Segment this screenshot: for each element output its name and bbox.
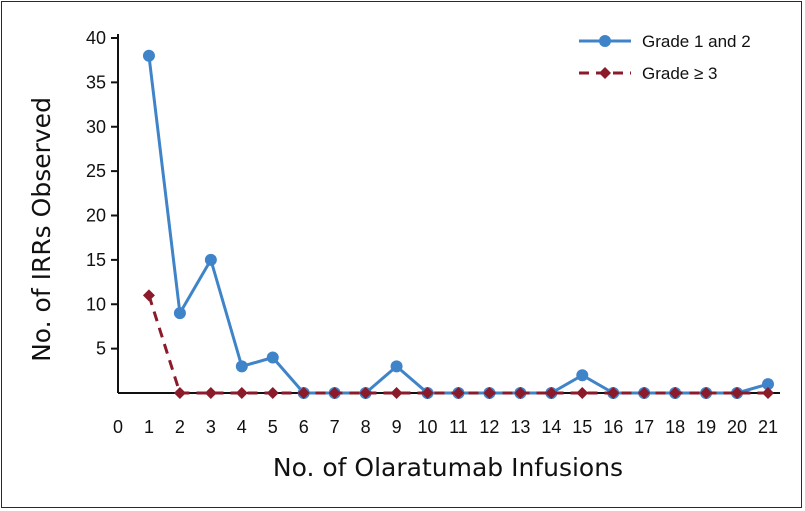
x-tick-label: 14: [541, 417, 561, 437]
data-point-circle: [762, 378, 774, 391]
x-tick-label: 15: [572, 417, 592, 437]
x-tick-label: 10: [418, 417, 438, 437]
y-tick-label: 40: [86, 28, 106, 48]
x-tick-label: 12: [479, 417, 499, 437]
x-tick-label: 5: [268, 417, 278, 437]
data-point-circle: [266, 351, 279, 364]
data-point-circle: [390, 360, 403, 373]
y-tick-label: 20: [86, 206, 106, 226]
data-point-diamond: [421, 387, 434, 399]
y-axis-title: No. of IRRs Observed: [27, 97, 56, 362]
x-tick-label: 21: [758, 417, 778, 437]
axes: [117, 34, 780, 394]
x-tick-label: 18: [665, 417, 685, 437]
data-point-diamond: [638, 387, 651, 399]
y-tick-label: 30: [86, 117, 106, 137]
data-point-diamond: [731, 387, 744, 399]
x-tick-label: 17: [634, 417, 654, 437]
y-tick-label: 5: [96, 339, 106, 359]
y-tick-label: 10: [86, 294, 106, 314]
data-point-diamond: [328, 387, 341, 399]
legend-label: Grade 1 and 2: [642, 32, 751, 51]
data-point-circle: [235, 360, 248, 373]
legend-marker-circle: [599, 35, 611, 47]
data-point-diamond: [700, 387, 713, 399]
series-line-1: [147, 294, 768, 395]
data-point-diamond: [390, 387, 403, 399]
y-tick-label: 35: [86, 72, 106, 92]
data-point-diamond: [235, 387, 248, 399]
data-point-circle: [204, 253, 217, 266]
legend-label: Grade ≥ 3: [642, 64, 717, 83]
x-tick-label: 19: [696, 417, 716, 437]
data-point-diamond: [545, 387, 558, 399]
data-point-diamond: [204, 387, 217, 399]
data-point-diamond: [359, 387, 372, 399]
x-tick-label: 4: [237, 417, 247, 437]
data-point-circle: [576, 369, 589, 382]
data-point-diamond: [297, 387, 310, 399]
x-tick-label: 0: [113, 417, 123, 437]
x-tick-label: 6: [299, 417, 309, 437]
y-tick-label: 15: [86, 250, 106, 270]
data-point-circle: [142, 49, 155, 62]
series-line-0: [147, 55, 769, 395]
data-point-diamond: [142, 289, 155, 302]
x-tick-label: 9: [392, 417, 402, 437]
x-tick-label: 13: [510, 417, 530, 437]
x-tick-label: 16: [603, 417, 623, 437]
data-point-diamond: [669, 387, 682, 399]
legend: Grade 1 and 2 Grade ≥ 3: [579, 32, 751, 83]
series-layer: [142, 49, 774, 399]
data-point-circle: [173, 307, 186, 320]
data-point-diamond: [607, 387, 620, 399]
legend-marker-diamond: [599, 67, 611, 79]
y-ticks: 5 10 15 20 25 30 35 40: [86, 28, 118, 359]
x-tick-label: 3: [206, 417, 216, 437]
x-tick-label: 1: [144, 417, 154, 437]
data-point-diamond: [576, 387, 589, 399]
data-point-diamond: [266, 387, 279, 399]
data-point-diamond: [452, 387, 465, 399]
x-axis-title: No. of Olaratumab Infusions: [273, 453, 623, 482]
data-point-diamond: [762, 387, 774, 399]
x-tick-label: 11: [449, 417, 468, 437]
x-tick-label: 7: [330, 417, 340, 437]
x-tick-label: 8: [361, 417, 371, 437]
data-point-diamond: [173, 387, 186, 399]
x-ticks: 0 1 2 3 4 5 6 7 8 9 10 11 12 13 14 15 16 17 18 19 20 21: [113, 417, 778, 437]
y-tick-label: 25: [86, 161, 106, 181]
data-point-diamond: [514, 387, 527, 399]
x-tick-label: 20: [727, 417, 747, 437]
data-point-diamond: [483, 387, 496, 399]
x-tick-label: 2: [175, 417, 185, 437]
